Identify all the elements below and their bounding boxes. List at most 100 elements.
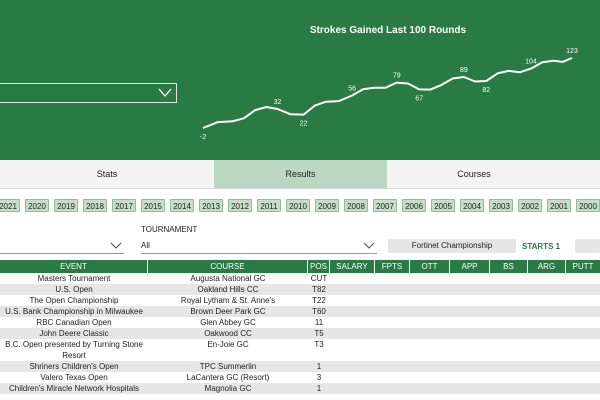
pos-cell: T5 <box>314 329 324 338</box>
data-label: 104 <box>525 59 537 66</box>
tab-results[interactable]: Results <box>214 160 387 188</box>
course-cell: Augusta National GC <box>190 274 266 283</box>
strokes-gained-line <box>202 57 573 129</box>
event-cell: U.S. Bank Championship in Milwaukee <box>5 307 143 316</box>
season-select[interactable] <box>0 238 124 254</box>
year-chip[interactable]: 2020 <box>25 199 49 212</box>
year-chip[interactable]: 2002 <box>518 199 542 212</box>
event-cell: Children's Miracle Network Hospitals <box>8 384 139 393</box>
starts-value: 1 <box>555 242 561 251</box>
year-chip[interactable]: 2004 <box>460 199 484 212</box>
hero-banner: Strokes Gained Last 100 Rounds -2 32 22 56 7… <box>0 0 600 160</box>
course-cell: Oakwood CC <box>204 329 252 338</box>
event-cell: Valero Texas Open <box>40 373 108 382</box>
col-header-event[interactable]: EVENT <box>0 260 148 273</box>
course-cell: Royal Lytham & St. Anne's <box>180 296 276 305</box>
year-chip[interactable]: 2014 <box>170 199 194 212</box>
pos-cell: T60 <box>312 307 326 316</box>
data-label: 79 <box>393 73 401 80</box>
starts-indicator: STARTS 1 <box>522 242 560 251</box>
pos-cell: T22 <box>312 296 326 305</box>
course-cell: Magnolia GC <box>204 384 252 393</box>
starts-label: STARTS <box>522 242 554 251</box>
col-header-salary[interactable]: SALARY <box>330 260 375 273</box>
table-row[interactable]: U.S. Open Oakland Hills CC T82 <box>0 284 600 295</box>
table-row[interactable]: Children's Miracle Network Hospitals Magn… <box>0 383 600 394</box>
course-cell: Glen Abbey GC <box>200 318 256 327</box>
year-chip[interactable]: 2005 <box>431 199 455 212</box>
chevron-down-icon <box>158 88 172 97</box>
data-label: 56 <box>348 86 356 93</box>
event-cell: John Deere Classic <box>39 329 109 338</box>
data-label: 22 <box>300 121 308 128</box>
chart-title: Strokes Gained Last 100 Rounds <box>309 25 467 36</box>
year-filter: 2021 2020 2019 2018 2017 2015 2014 2013 2012 2011… <box>0 199 600 215</box>
year-chip[interactable]: 2021 <box>0 199 20 212</box>
data-label: 32 <box>274 99 282 106</box>
selected-event-pill[interactable]: Fortinet Championship <box>388 239 516 253</box>
year-chip[interactable]: 2000 <box>576 199 600 212</box>
year-chip[interactable]: 2009 <box>315 199 339 212</box>
tab-stats[interactable]: Stats <box>96 169 118 179</box>
tournament-label: TOURNAMENT <box>141 225 198 234</box>
col-header-fpts[interactable]: FPTS <box>375 260 410 273</box>
table-row[interactable]: RBC Canadian Open Glen Abbey GC 11 <box>0 317 600 328</box>
col-header-app[interactable]: APP <box>450 260 490 273</box>
table-header: EVENT COURSE POS SALARY FPTS OTT APP BS … <box>0 260 600 273</box>
pos-cell: 11 <box>314 318 324 327</box>
table-row[interactable]: Masters Tournament Augusta National GC CUT <box>0 273 600 284</box>
table-row[interactable]: Shriners Children's Open TPC Summerlin 1 <box>0 361 600 372</box>
table-row[interactable]: Valero Texas Open LaCantera GC (Resort) 3 <box>0 372 600 383</box>
table-row[interactable]: U.S. Bank Championship in Milwaukee Brown… <box>0 306 600 317</box>
pos-cell: 1 <box>316 384 322 393</box>
event-cell: Shriners Children's Open <box>29 362 119 371</box>
year-chip[interactable]: 2008 <box>344 199 368 212</box>
pos-cell: CUT <box>310 274 328 283</box>
table-row[interactable]: B.C. Open presented by Turning Stone Res… <box>0 339 600 361</box>
tournament-select[interactable]: All <box>141 238 377 254</box>
data-label: 67 <box>415 95 423 102</box>
extra-filter-pill[interactable] <box>575 239 600 253</box>
year-chip[interactable]: 2001 <box>547 199 571 212</box>
table-row[interactable]: John Deere Classic Oakwood CC T5 <box>0 328 600 339</box>
chevron-down-icon <box>110 242 122 249</box>
chevron-down-icon <box>363 242 375 249</box>
pos-cell: T82 <box>312 285 326 294</box>
data-label: -2 <box>200 134 206 141</box>
col-header-arg[interactable]: ARG <box>528 260 566 273</box>
table-row[interactable]: The Open Championship Royal Lytham & St. … <box>0 295 600 306</box>
col-header-putt[interactable]: PUTT <box>572 262 594 271</box>
col-header-bs[interactable]: BS <box>490 260 528 273</box>
tab-bar: Stats Results Courses <box>0 160 600 189</box>
year-chip[interactable]: 2006 <box>402 199 426 212</box>
course-cell: Oakland Hills CC <box>197 285 259 294</box>
event-cell: RBC Canadian Open <box>36 318 112 327</box>
strokes-gained-labels: -2 32 22 56 79 67 89 82 104 123 <box>200 48 578 141</box>
event-cell: The Open Championship <box>29 296 119 305</box>
course-cell: LaCantera GC (Resort) <box>186 373 270 382</box>
data-label: 123 <box>566 48 578 55</box>
year-chip[interactable]: 2019 <box>54 199 78 212</box>
pos-cell: T3 <box>314 340 324 349</box>
pos-cell: 1 <box>316 362 322 371</box>
col-header-pos[interactable]: POS <box>308 260 330 273</box>
data-label: 89 <box>460 67 468 74</box>
strokes-gained-chart: -2 32 22 56 79 67 89 82 104 123 <box>200 48 578 141</box>
col-header-course[interactable]: COURSE <box>148 260 308 273</box>
year-chip[interactable]: 2011 <box>257 199 281 212</box>
event-cell: B.C. Open presented by Turning Stone Res… <box>5 340 143 360</box>
year-chip[interactable]: 2013 <box>199 199 223 212</box>
year-chip[interactable]: 2017 <box>112 199 136 212</box>
tournament-select-value: All <box>141 241 150 250</box>
player-dropdown[interactable] <box>0 83 177 103</box>
course-cell: Brown Deer Park GC <box>190 307 266 316</box>
year-chip[interactable]: 2010 <box>286 199 310 212</box>
year-chip[interactable]: 2003 <box>489 199 513 212</box>
tab-courses[interactable]: Courses <box>457 169 491 179</box>
data-label: 82 <box>482 87 490 94</box>
col-header-ott[interactable]: OTT <box>410 260 450 273</box>
year-chip[interactable]: 2015 <box>141 199 165 212</box>
year-chip[interactable]: 2012 <box>228 199 252 212</box>
year-chip[interactable]: 2007 <box>373 199 397 212</box>
year-chip[interactable]: 2018 <box>83 199 107 212</box>
